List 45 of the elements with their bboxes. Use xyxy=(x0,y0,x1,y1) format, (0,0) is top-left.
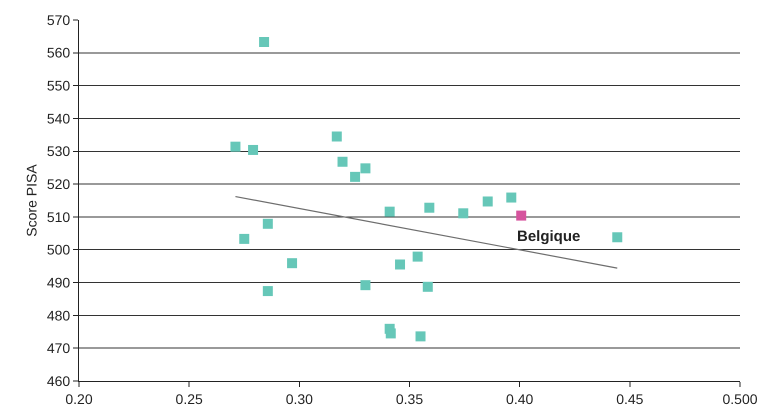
point xyxy=(248,144,258,155)
point xyxy=(360,163,370,174)
point xyxy=(416,331,426,342)
y-axis-title: Score PISA xyxy=(23,164,40,237)
point xyxy=(287,258,298,268)
x-tick-label: 0.20 xyxy=(65,390,93,407)
point xyxy=(422,282,433,292)
y-tick-label: 540 xyxy=(46,110,70,126)
point xyxy=(350,172,360,182)
point xyxy=(230,142,240,152)
y-tick-label: 460 xyxy=(46,372,70,389)
x-tick-label: 0.30 xyxy=(286,390,314,407)
point xyxy=(360,280,370,290)
y-tick-label: 520 xyxy=(46,176,70,192)
point xyxy=(482,196,493,206)
point xyxy=(386,328,396,338)
y-tick-label: 470 xyxy=(46,340,70,356)
y-tick-label: 530 xyxy=(46,143,70,160)
y-tick-label: 570 xyxy=(46,12,70,28)
point xyxy=(239,234,250,244)
y-tick-label: 490 xyxy=(46,274,70,290)
x-tick-label: 0.500 xyxy=(722,390,758,407)
x-tick-label: 0.35 xyxy=(396,390,424,407)
point xyxy=(395,260,406,270)
point xyxy=(458,208,468,218)
y-tick-label: 480 xyxy=(46,307,70,324)
point xyxy=(262,286,273,296)
point xyxy=(612,232,622,242)
point xyxy=(332,132,342,142)
point xyxy=(262,218,273,229)
y-tick-label: 510 xyxy=(46,208,70,225)
point xyxy=(506,192,516,203)
point xyxy=(424,202,434,213)
point xyxy=(259,36,270,47)
y-tick-label: 500 xyxy=(46,242,70,258)
x-tick-label: 0.45 xyxy=(616,390,644,407)
y-tick-label: 560 xyxy=(46,44,70,61)
x-tick-label: 0.25 xyxy=(176,390,204,407)
y-tick-label: 550 xyxy=(46,78,70,94)
annotation: Belgique xyxy=(517,228,580,245)
point xyxy=(338,156,348,167)
point xyxy=(516,210,526,221)
x-tick-label: 0.40 xyxy=(506,390,534,407)
point xyxy=(384,206,395,217)
point xyxy=(412,252,423,262)
